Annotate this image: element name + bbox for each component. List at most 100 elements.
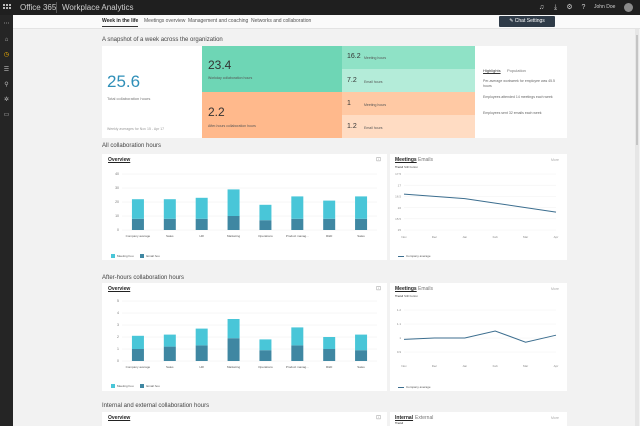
scrollbar-thumb[interactable] [636,35,638,145]
all-hours-title: All collaboration hours [102,143,162,149]
y-tick-label: 30 [115,186,119,190]
y-tick-label: 1.2 [397,308,402,312]
x-tick-label: Operations [258,234,273,238]
avatar[interactable] [624,3,633,12]
tab-population[interactable]: Population [507,68,526,73]
afterhours-meeting-tile[interactable]: 1 Meeting hours [342,92,475,115]
tab-week-in-the-life[interactable]: Week in the life [102,18,139,27]
bar-meeting [323,337,336,349]
home-icon[interactable]: ⌂ [4,37,9,43]
snapshot-panel: 25.6 Total collaboration hours Weekly av… [102,46,567,138]
bar-meeting [227,189,240,216]
trend-label-title: Trend [395,165,404,169]
gear-icon[interactable]: ⚙ [566,4,573,11]
workday-meeting-tile[interactable]: 16.2 Meeting hours [342,46,475,69]
more-options-icon[interactable]: ⊡ [375,415,381,421]
after-hours-trend-chart: 0.9 1 1.1 1.2 Nov Dec Jan Feb Mar Apr [397,308,559,368]
x-tick-label: Company average [126,365,151,369]
x-tick-label: Jan [462,235,467,239]
settings-icon[interactable]: ✲ [3,97,10,103]
x-tick-label: Mar [523,235,528,239]
y-tick-label: 5 [117,299,119,303]
tab-meetings-overview[interactable]: Meetings overview [144,18,186,24]
trend-label: Trend Still button [395,165,418,169]
workday-hours-label: Workday collaboration hours [208,76,253,80]
more-link[interactable]: More [551,287,559,291]
tab-emails-trend[interactable]: Emails [418,157,434,163]
legend-swatch-meeting [111,254,115,259]
y-tick-label: 1 [399,336,401,340]
x-tick-label: Sales [357,365,365,369]
bar-meeting [195,197,208,219]
tab-meetings-trend[interactable]: Meetings [395,286,417,292]
overview-link[interactable]: Overview [108,286,131,292]
bar-email [131,218,144,230]
trend-legend: Company average [398,254,431,258]
tab-strip: Week in the life Meetings overview Manag… [13,15,640,29]
afterhours-hours-tile[interactable]: 2.2 After-hours collaboration hours [202,92,342,138]
bar-email [355,218,368,230]
tab-highlights[interactable]: Highlights [483,68,501,73]
y-tick-label: 40 [115,172,119,176]
bar-email [195,218,208,230]
total-hours-card[interactable]: 25.6 Total collaboration hours Weekly av… [102,46,189,138]
bar-meeting [131,199,144,219]
bar-email [227,216,240,230]
app-launcher-icon[interactable] [3,4,11,11]
more-options-icon[interactable]: ⊡ [375,157,381,163]
x-tick-label: Nov [401,235,407,239]
chat-icon[interactable]: ▭ [3,112,10,118]
tab-emails-trend[interactable]: Emails [418,286,434,292]
x-tick-label: Apr [554,364,559,368]
afterhours-email-tile[interactable]: 1.2 Email hours [342,115,475,138]
suite-name[interactable]: Office 365 [20,3,57,12]
user-name[interactable]: John Doe [594,4,616,10]
legend-meeting-label: Meeting hou [117,384,134,388]
x-tick-label: Sales [166,365,174,369]
more-link[interactable]: More [551,158,559,162]
x-tick-label: Marketing [227,234,241,238]
app-name[interactable]: Workplace Analytics [62,3,134,12]
week-in-life-icon[interactable]: ◷ [3,52,10,58]
bar-meeting [323,200,336,219]
y-tick-label: 2 [117,335,119,339]
download-icon[interactable]: ⤓ [553,4,558,11]
tab-management-and-coaching[interactable]: Management and coaching [188,18,249,24]
after-hours-chart-card: 0 1 2 3 4 5 Company average Sales HR Marketing Ope… [102,283,387,391]
trend-line [403,193,557,213]
legend-line-swatch [398,386,404,388]
tab-external[interactable]: External [415,415,434,421]
weekly-note: Weekly averages for Nov 15 - Apr 17 [107,127,165,131]
bar-meeting [291,327,304,346]
overview-link[interactable]: Overview [108,157,131,163]
internal-external-trend-card: Internal External More Trend [390,412,567,426]
collapse-menu-icon[interactable]: ⋯ [3,21,10,27]
workday-hours-value: 23.4 [208,58,232,72]
x-tick-label: Feb [493,364,499,368]
more-options-icon[interactable]: ⊡ [375,286,381,292]
bar-email [131,349,144,361]
help-icon[interactable]: ? [581,4,586,11]
bar-email [323,218,336,230]
workday-email-tile[interactable]: 7.2 Email hours [342,69,475,92]
legend-swatch-email [140,384,145,389]
network-icon[interactable]: ⚲ [4,82,9,88]
x-tick-label: Nov [401,364,407,368]
workday-hours-tile[interactable]: 23.4 Workday collaboration hours [202,46,342,92]
total-hours-value: 25.6 [107,72,141,91]
list-icon[interactable]: ☰ [3,67,10,73]
tab-internal[interactable]: Internal [395,415,414,421]
tab-networks-and-collaboration[interactable]: Networks and collaboration [251,18,312,24]
overview-link[interactable]: Overview [108,415,131,421]
bar-email [163,346,176,361]
left-nav: ⋯ ⌂ ◷ ☰ ⚲ ✲ ▭ [0,15,13,426]
all-hours-trend-card: 15 15.5 16 16.5 17 17.5 Nov Dec Jan Feb Mar Apr Mee… [390,154,567,260]
page-scrollbar[interactable] [635,29,639,426]
tab-meetings-trend[interactable]: Meetings [395,157,417,163]
x-tick-label: HR [200,365,205,369]
notification-bell-icon[interactable]: ♫ [538,4,545,11]
chart-legend: Meeting hou Email hou [111,254,166,259]
bar-email [195,345,208,361]
more-link[interactable]: More [551,416,559,420]
chat-settings-button[interactable]: ✎ Chat Settings [499,16,555,27]
